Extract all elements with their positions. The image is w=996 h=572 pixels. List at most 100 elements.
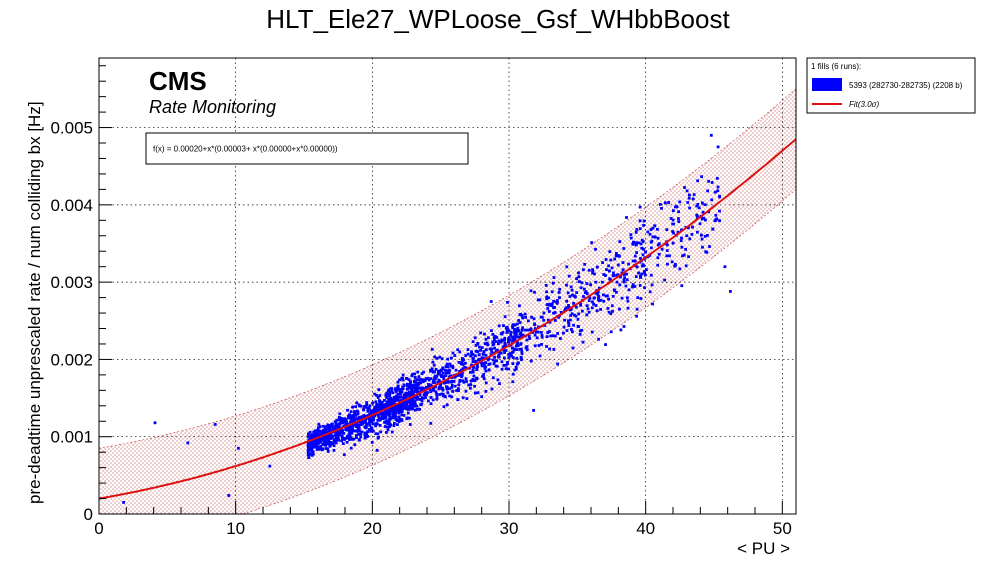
data-point [578,329,582,333]
data-point [352,419,356,422]
data-point [312,433,316,437]
data-point [359,419,363,423]
data-point [670,260,674,264]
data-point [513,348,517,352]
data-point [387,425,391,429]
data-point [678,267,682,271]
data-point [393,406,396,410]
data-point [410,398,413,401]
data-point [604,258,608,261]
data-point [696,230,699,234]
data-point [337,426,340,430]
data-point [368,428,372,432]
data-point [482,356,485,360]
data-point [545,295,549,299]
data-point [353,413,357,417]
data-point [607,310,611,314]
data-point [539,315,543,319]
data-point [317,422,321,426]
data-point [511,356,515,359]
data-point [408,405,412,408]
data-point [567,274,571,278]
data-point [671,218,675,222]
data-point [459,368,463,372]
data-point [454,368,458,372]
data-point [484,353,488,357]
data-point [557,315,560,319]
data-point [425,385,428,389]
data-point [637,271,640,275]
data-point [332,444,336,447]
data-point [442,375,445,378]
data-point [396,388,400,391]
data-point [610,266,614,270]
data-point [616,263,620,267]
data-point [374,408,378,411]
data-point [446,381,450,384]
data-point [621,268,625,272]
data-point [482,362,485,366]
data-point [648,232,652,236]
data-point [491,340,495,344]
data-point [473,384,476,388]
fit-curve [98,138,797,500]
data-point [439,373,443,377]
data-point [433,376,436,380]
data-point [552,311,555,315]
data-point [307,432,310,436]
data-point [518,347,522,351]
data-point [381,411,385,415]
data-point [562,331,565,335]
data-point [409,385,412,388]
data-point [366,430,369,433]
data-point [318,429,322,433]
data-point [186,441,190,445]
data-point [562,325,566,329]
data-point [718,219,721,223]
data-point [413,408,417,412]
data-point [474,391,477,395]
data-point [695,204,699,208]
data-point [448,387,452,391]
data-point [331,434,334,438]
data-point [604,274,607,277]
data-point [540,343,543,346]
data-point [503,338,506,342]
data-point [422,370,425,374]
data-point [435,374,439,378]
data-point [385,396,389,399]
data-point [434,390,438,394]
data-point [365,401,369,404]
data-point [556,362,559,366]
data-point [500,332,504,336]
data-point [521,333,524,337]
data-point [680,236,683,240]
data-point [379,403,382,407]
data-point [716,185,720,189]
data-point [563,309,567,312]
data-point [375,448,379,452]
data-point [484,348,488,351]
data-point [569,307,573,311]
data-point [213,422,217,426]
data-point [328,429,332,433]
data-point [402,400,405,404]
data-point [403,405,406,408]
data-point [402,393,406,397]
data-point [631,283,635,286]
data-point [533,290,536,294]
data-point [306,453,310,457]
data-point [718,194,721,198]
data-point [362,408,365,412]
data-point [591,300,594,304]
data-point [618,307,621,311]
data-point [408,400,411,404]
data-point [539,331,543,334]
data-point [393,409,396,413]
data-point [388,391,392,395]
data-point [364,419,367,423]
data-point [570,328,573,331]
data-point [443,368,447,372]
data-point [485,341,489,345]
data-point [322,439,326,442]
